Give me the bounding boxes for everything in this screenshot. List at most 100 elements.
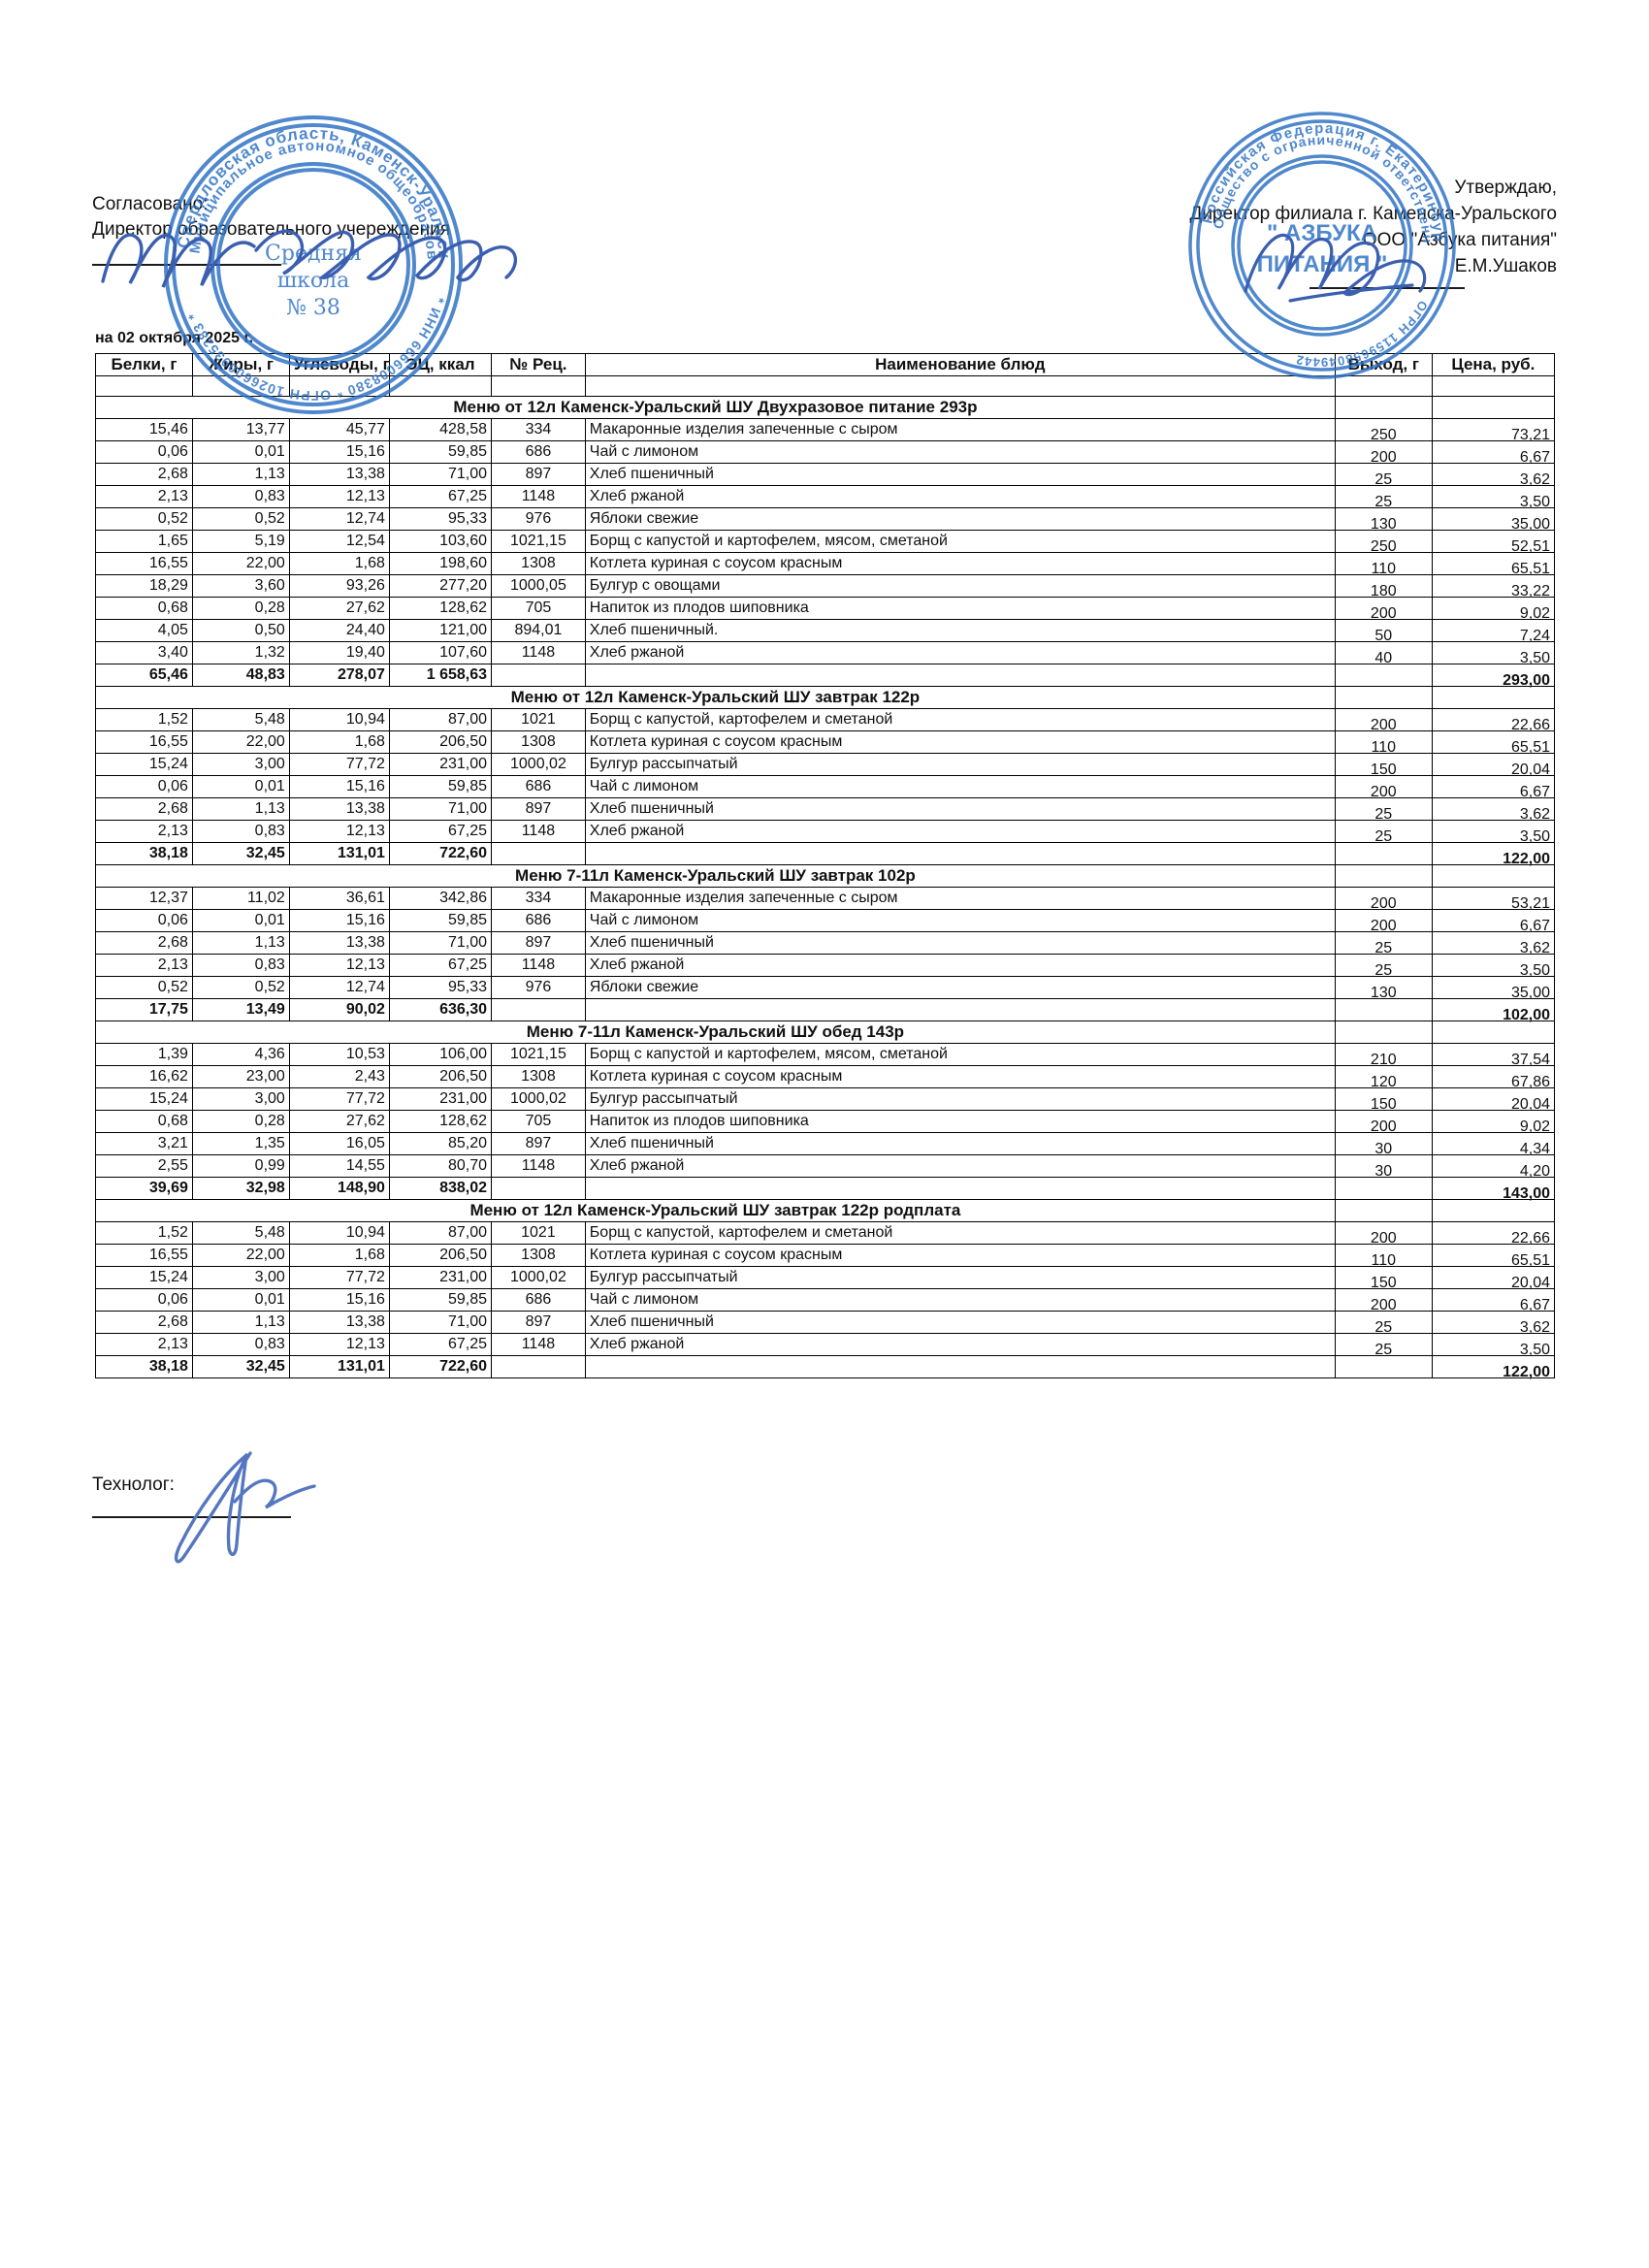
cell-fat: 1,13: [191, 463, 290, 486]
section-total-row: 38,18 32,45 131,01 722,60 122,00: [95, 1355, 1556, 1384]
cell-output: 200: [1334, 1227, 1433, 1250]
spacer-cell: [191, 375, 290, 397]
cell-output: 250: [1334, 535, 1433, 559]
header-recipe: № Рец.: [491, 353, 586, 376]
cell-output: 120: [1334, 1071, 1433, 1094]
cell-price: 3,50: [1431, 647, 1556, 670]
cell-fat: 1,13: [191, 1311, 290, 1334]
cell-protein: 1,52: [95, 1221, 193, 1245]
cell-kcal: 67,25: [388, 954, 493, 977]
table-row: 0,06 0,01 15,16 59,85 686 Чай с лимоном 200 6,6…: [95, 775, 1556, 804]
cell-dish-name: Напиток из плодов шиповника: [584, 1110, 1336, 1133]
cell-kcal: 128,62: [388, 597, 493, 620]
cell-output: 25: [1334, 803, 1433, 826]
section-total-row: 39,69 32,98 148,90 838,02 143,00: [95, 1177, 1556, 1206]
cell-output: 200: [1334, 1116, 1433, 1139]
cell-fat: 0,01: [191, 1288, 290, 1312]
cell-dish-name: Котлета куриная с соусом красным: [584, 730, 1336, 754]
cell-output: 30: [1334, 1160, 1433, 1183]
cell-dish-name: Хлеб ржаной: [584, 820, 1336, 843]
cell-recipe: 1148: [491, 820, 586, 843]
table-header-row: Белки, г Жиры, г Углеводы, г ЭЦ, ккал № Рец.…: [95, 353, 1556, 376]
cell-recipe: 897: [491, 931, 586, 955]
section-title-row: Меню 7-11л Каменск-Уральский ШУ завтрак …: [95, 864, 1556, 888]
cell-recipe: 334: [491, 887, 586, 910]
cell-kcal: 71,00: [388, 797, 493, 821]
section-title-row: Меню от 12л Каменск-Уральский ШУ Двухраз…: [95, 396, 1556, 419]
cell-carb: 93,26: [288, 574, 390, 598]
cell-output: 25: [1334, 959, 1433, 983]
cell-kcal: 67,25: [388, 1333, 493, 1356]
cell-protein: 2,13: [95, 1333, 193, 1356]
signature-line-right: [1310, 287, 1465, 289]
cell-recipe: 897: [491, 1311, 586, 1334]
cell-dish-name: Булгур с овощами: [584, 574, 1336, 598]
approval-block-left: Согласовано: Директор образовательного у…: [92, 192, 450, 243]
cell-protein: 2,68: [95, 797, 193, 821]
cell-fat: 0,28: [191, 1110, 290, 1133]
cell-price: 53,21: [1431, 892, 1556, 916]
cell-recipe: 1308: [491, 552, 586, 575]
cell-dish-name: Хлеб ржаной: [584, 1154, 1336, 1178]
total-carb: 131,01: [288, 1355, 390, 1378]
cell-protein: 2,13: [95, 820, 193, 843]
cell-carb: 13,38: [288, 931, 390, 955]
cell-carb: 45,77: [288, 418, 390, 441]
cell-recipe: 897: [491, 463, 586, 486]
cell-protein: 16,62: [95, 1065, 193, 1088]
total-price: 293,00: [1431, 669, 1556, 693]
cell-carb: 12,54: [288, 530, 390, 553]
cell-kcal: 71,00: [388, 931, 493, 955]
section-title-pad: [1334, 1199, 1433, 1222]
cell-protein: 15,46: [95, 418, 193, 441]
signature-line-technologist: [92, 1516, 291, 1518]
section-title-pad: [1431, 396, 1556, 419]
table-row: 3,21 1,35 16,05 85,20 897 Хлеб пшеничный 30 4,3…: [95, 1132, 1556, 1161]
cell-carb: 10,94: [288, 1221, 390, 1245]
table-row: 1,65 5,19 12,54 103,60 1021,15 Борщ с капусто…: [95, 530, 1556, 559]
header-fat: Жиры, г: [191, 353, 290, 376]
cell-fat: 3,60: [191, 574, 290, 598]
cell-fat: 0,83: [191, 820, 290, 843]
section-title-pad: [1334, 864, 1433, 888]
total-protein: 17,75: [95, 998, 193, 1021]
cell-price: 73,21: [1431, 424, 1556, 447]
section-title: Меню 7-11л Каменск-Уральский ШУ завтрак …: [95, 864, 1336, 888]
cell-dish-name: Хлеб пшеничный: [584, 931, 1336, 955]
table-row: 16,55 22,00 1,68 198,60 1308 Котлета куриная …: [95, 552, 1556, 581]
spacer-cell: [288, 375, 390, 397]
cell-recipe: 897: [491, 797, 586, 821]
cell-kcal: 80,70: [388, 1154, 493, 1178]
cell-carb: 15,16: [288, 1288, 390, 1312]
approval-right-role: Директор филиала г. Каменска-Уральского: [1189, 204, 1557, 224]
cell-fat: 1,32: [191, 641, 290, 664]
cell-recipe: 1148: [491, 641, 586, 664]
cell-protein: 2,13: [95, 954, 193, 977]
cell-fat: 4,36: [191, 1043, 290, 1066]
cell-recipe: 976: [491, 507, 586, 531]
spacer-cell: [584, 375, 1336, 397]
cell-kcal: 231,00: [388, 753, 493, 776]
total-kcal: 636,30: [388, 998, 493, 1021]
cell-dish-name: Хлеб ржаной: [584, 485, 1336, 508]
cell-price: 3,50: [1431, 1339, 1556, 1362]
cell-carb: 12,74: [288, 976, 390, 999]
cell-dish-name: Хлеб ржаной: [584, 1333, 1336, 1356]
cell-dish-name: Яблоки свежие: [584, 507, 1336, 531]
table-row: 0,52 0,52 12,74 95,33 976 Яблоки свежие 130 35,…: [95, 976, 1556, 1005]
section-title-pad: [1334, 1021, 1433, 1044]
total-name-pad: [584, 998, 1336, 1021]
header-dish-name: Наименование блюд: [584, 353, 1336, 376]
total-price: 102,00: [1431, 1004, 1556, 1027]
cell-protein: 0,06: [95, 1288, 193, 1312]
cell-dish-name: Борщ с капустой, картофелем и сметаной: [584, 1221, 1336, 1245]
cell-fat: 22,00: [191, 552, 290, 575]
cell-kcal: 59,85: [388, 440, 493, 464]
cell-price: 37,54: [1431, 1049, 1556, 1072]
cell-output: 110: [1334, 558, 1433, 581]
cell-carb: 2,43: [288, 1065, 390, 1088]
cell-price: 3,50: [1431, 826, 1556, 849]
menu-table: Белки, г Жиры, г Углеводы, г ЭЦ, ккал № Рец.…: [95, 353, 1556, 1384]
cell-price: 20,04: [1431, 759, 1556, 782]
spacer-cell: [491, 375, 586, 397]
